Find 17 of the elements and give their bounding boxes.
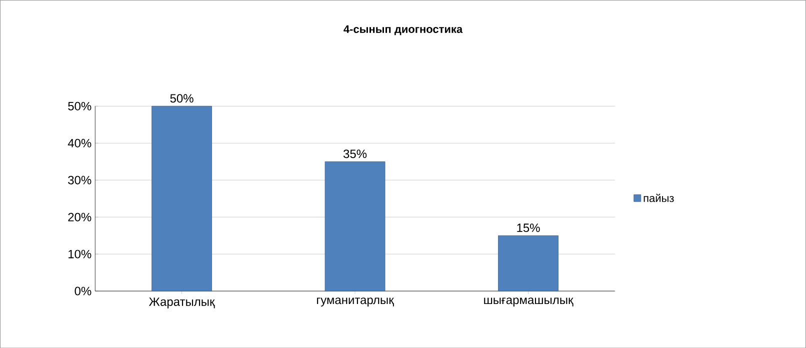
y-tick-label: 30% <box>68 176 92 184</box>
legend-label: пайыз <box>644 194 674 202</box>
bar <box>498 235 558 292</box>
x-tick-label: шығармашылық <box>484 297 574 306</box>
data-label: 15% <box>517 223 540 232</box>
x-tick-label: Жаратылық <box>148 297 215 308</box>
y-tick-label: 40% <box>68 138 92 148</box>
chart-title: 4-сынып диогностика <box>344 25 463 35</box>
y-tick-label: 0% <box>74 286 92 296</box>
data-label: 50% <box>170 94 194 102</box>
y-tick-label: 10% <box>68 250 92 258</box>
data-label: 35% <box>343 149 367 158</box>
x-tick-label: гуманитарлық <box>317 297 394 306</box>
bar <box>324 161 386 292</box>
bar <box>152 106 212 292</box>
y-tick-label: 20% <box>68 212 92 222</box>
y-tick-label: 50% <box>68 102 92 110</box>
